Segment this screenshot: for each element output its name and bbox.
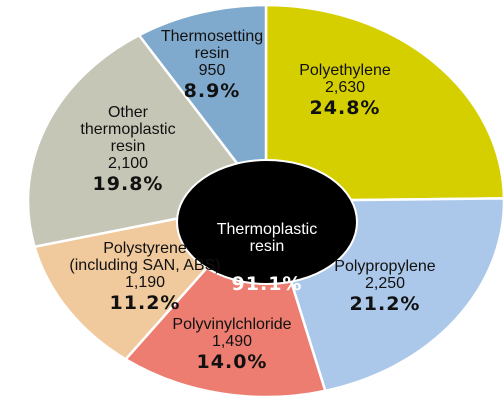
value-label: 2,250: [364, 275, 406, 292]
slice-label: Thermosetting resin 950 8.9%: [161, 28, 263, 103]
slice-label: Polypropylene 2,250 21.2%: [334, 258, 435, 316]
slice-label: Polyvinylchloride 1,490 14.0%: [172, 316, 291, 374]
slice-label: Polyethylene 2,630 24.8%: [299, 62, 391, 120]
pie-slice: [137, 3, 268, 205]
category-name: Polyvinylchloride: [172, 316, 292, 333]
category-name: Thermosetting resin: [160, 28, 264, 62]
category-name: Polypropylene: [334, 258, 436, 275]
percentage-label: 24.8%: [309, 97, 381, 119]
value-label: 950: [198, 62, 226, 79]
percentage-label: 19.8%: [92, 173, 164, 195]
slice-label: Other thermoplastic resin 2,100 19.8%: [80, 104, 175, 196]
slice-label: Polystyrene (including SAN, ABS) 1,190 11.…: [69, 240, 220, 315]
pie-slice: [264, 3, 504, 203]
percentage-label: 14.0%: [196, 351, 268, 373]
value-label: 1,490: [211, 333, 253, 350]
donut-hole: [176, 159, 358, 285]
percentage-label: 8.9%: [183, 80, 241, 102]
value-label: 2,100: [107, 155, 149, 172]
category-name: Polyethylene: [299, 62, 391, 79]
category-name: Other thermoplastic resin: [80, 104, 176, 155]
center-percentage: 91.1%: [231, 273, 303, 295]
value-label: 1,190: [124, 274, 166, 291]
percentage-label: 11.2%: [109, 292, 181, 314]
value-label: 2,630: [324, 79, 366, 96]
center-label: Thermoplastic resin 91.1%: [217, 204, 317, 313]
percentage-label: 21.2%: [349, 293, 421, 315]
center-name: Thermoplastic resin: [216, 221, 318, 255]
category-name: Polystyrene (including SAN, ABS): [69, 240, 221, 274]
